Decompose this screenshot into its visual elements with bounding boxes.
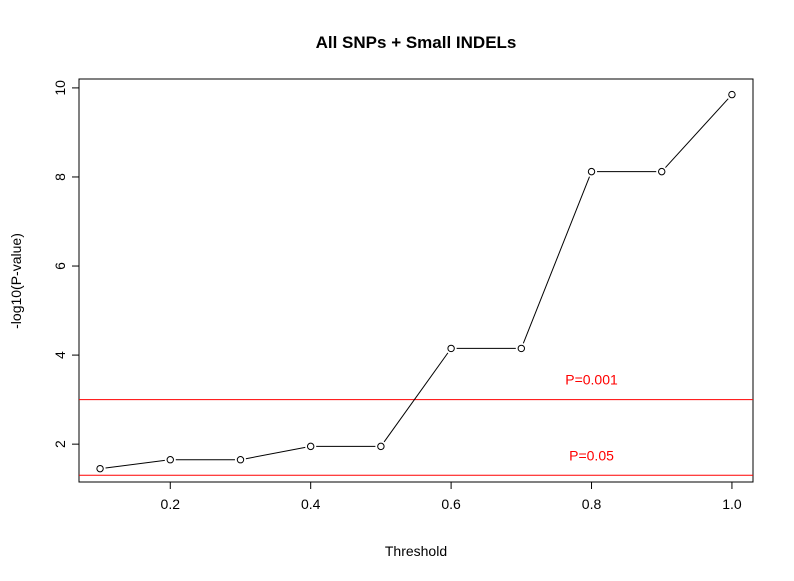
reference-label: P=0.05 [569, 447, 614, 463]
data-point [306, 442, 315, 451]
reference-lines: P=0.001 P=0.05 [79, 372, 753, 476]
x-tick-label: 0.6 [441, 496, 461, 512]
y-tick-label: 10 [52, 80, 68, 96]
data-point [166, 456, 174, 464]
data-point [658, 167, 666, 176]
series-segment [665, 98, 729, 168]
y-tick-label: 4 [52, 351, 68, 359]
data-point [728, 90, 736, 99]
plot-frame [78, 78, 754, 483]
y-tick-label: 6 [52, 262, 68, 270]
series-segment [245, 446, 306, 460]
y-tick-label: 8 [52, 173, 68, 181]
series-segment [383, 352, 449, 443]
x-tick-label: 0.2 [161, 496, 181, 512]
data-point [377, 442, 385, 451]
data-point [236, 456, 245, 464]
x-axis: 0.2 0.4 0.6 0.8 1.0 [161, 482, 742, 512]
series-segment [522, 176, 590, 344]
series-group [96, 90, 736, 473]
x-tick-label: 0.8 [582, 496, 602, 512]
data-point [96, 464, 104, 473]
x-tick-label: 1.0 [722, 496, 742, 512]
y-axis-label: -log10(P-value) [8, 233, 24, 329]
x-axis-label: Threshold [385, 543, 447, 559]
reference-label: P=0.001 [565, 372, 618, 388]
data-point [447, 344, 455, 353]
data-point [517, 344, 526, 353]
x-tick-label: 0.4 [301, 496, 321, 512]
data-point [587, 167, 596, 176]
y-axis: 2 4 6 8 10 [52, 80, 79, 448]
y-tick-label: 2 [52, 440, 68, 448]
series-segment [105, 459, 165, 469]
chart-title: All SNPs + Small INDELs [316, 33, 517, 52]
